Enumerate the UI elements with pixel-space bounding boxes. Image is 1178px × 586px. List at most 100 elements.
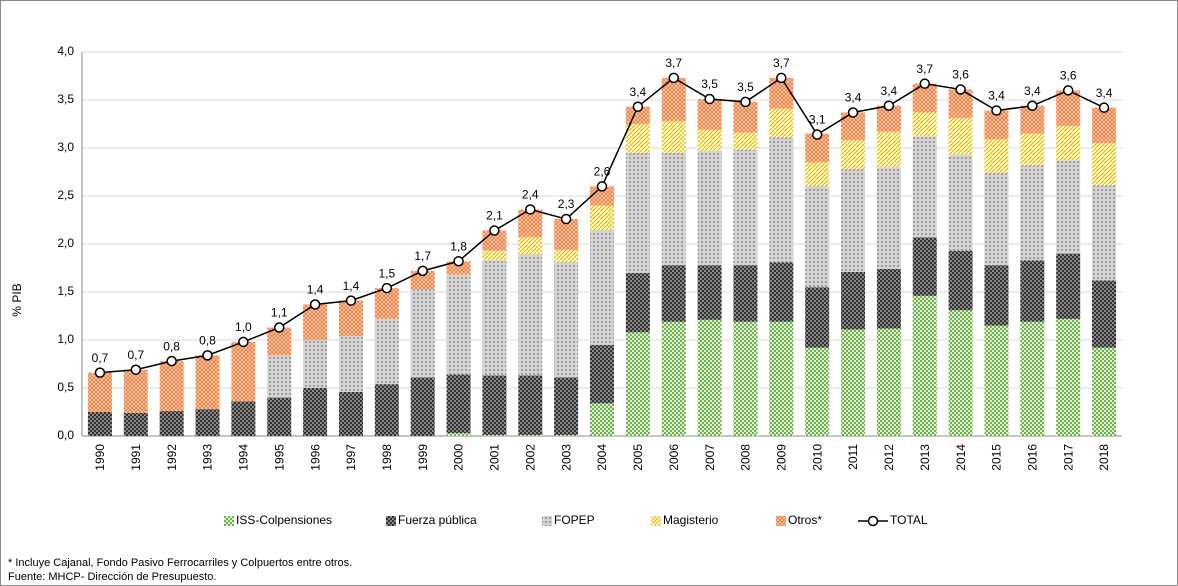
data-label: 3,4 (988, 89, 1005, 103)
data-label: 1,4 (307, 283, 324, 297)
x-tick-label: 1997 (344, 444, 358, 471)
y-tick-label: 2,0 (57, 236, 74, 250)
bar-segment (805, 186, 830, 288)
data-label: 3,4 (845, 91, 862, 105)
y-tick-label: 1,0 (57, 332, 74, 346)
total-point (1098, 102, 1110, 113)
legend-label: ISS-Colpensiones (236, 513, 332, 527)
bar-segment (446, 433, 471, 436)
x-tick-label: 1992 (165, 444, 179, 471)
bar-segment (554, 262, 579, 378)
bar-segment (410, 270, 435, 290)
x-tick-label: 2010 (810, 444, 824, 471)
bar-segment (876, 328, 901, 436)
bar-segment (410, 377, 435, 436)
x-tick-label: 1999 (416, 444, 430, 471)
total-point (166, 355, 177, 367)
x-tick-label: 2018 (1097, 444, 1111, 471)
bar-segment (697, 319, 722, 436)
legend-label: Fuerza pública (398, 513, 477, 527)
x-tick-label: 2012 (882, 444, 896, 471)
data-label: 2,4 (522, 188, 539, 202)
bar-segment (661, 265, 686, 322)
bar-segment (625, 124, 650, 153)
x-tick-label: 2004 (595, 444, 609, 471)
data-label: 2,6 (594, 165, 611, 179)
total-point (130, 364, 142, 376)
legend-swatch (224, 516, 234, 526)
total-point (776, 72, 787, 84)
bar-segment (769, 137, 794, 263)
bar-segment (1056, 125, 1081, 161)
bar-segment (661, 152, 686, 266)
bar-segment (661, 121, 686, 153)
bar-segment (1092, 280, 1117, 348)
bar-segment (912, 237, 937, 296)
x-tick-label: 1995 (272, 444, 286, 471)
bar-segment (518, 237, 543, 255)
total-point (309, 299, 321, 310)
y-tick-label: 0,5 (57, 380, 74, 394)
bar-segment (231, 401, 256, 436)
x-tick-label: 1996 (308, 444, 322, 471)
x-tick-label: 2013 (918, 444, 932, 471)
bar-segment (338, 336, 363, 392)
total-point (345, 295, 357, 306)
bar-segment (805, 287, 830, 348)
data-label: 3,5 (737, 80, 754, 94)
bar-segment (590, 344, 614, 404)
total-point (525, 204, 536, 215)
total-point (202, 350, 213, 361)
x-tick-label: 2011 (846, 444, 860, 470)
bar-segment (303, 388, 328, 436)
legend-label: FOPEP (554, 513, 595, 527)
x-tick-label: 2006 (667, 444, 681, 471)
legend-swatch (386, 516, 396, 526)
legend-swatch (651, 516, 661, 526)
data-label: 2,1 (486, 209, 503, 223)
bar-segment (590, 403, 614, 436)
x-tick-label: 2009 (774, 444, 788, 471)
bar-segment (518, 375, 543, 436)
data-label: 1,0 (235, 320, 252, 334)
bar-segment (123, 412, 148, 436)
data-label: 2,3 (558, 197, 575, 211)
total-point (704, 93, 715, 105)
bar-segment (554, 377, 579, 436)
bar-segment (805, 347, 830, 436)
bar-segment (1020, 165, 1045, 261)
bar-segment (195, 355, 220, 410)
bar-segment (518, 254, 543, 376)
data-label: 3,4 (1024, 84, 1041, 98)
bar-segment (554, 249, 579, 263)
bar-segment (1056, 160, 1081, 254)
bar-segment (625, 272, 650, 333)
total-point (847, 107, 859, 118)
bar-segment (733, 132, 758, 150)
data-label: 0,8 (163, 339, 180, 353)
data-label: 1,7 (414, 249, 431, 263)
bar-segment (984, 139, 1009, 173)
data-label: 0,8 (199, 334, 216, 348)
data-label: 1,4 (343, 279, 360, 293)
x-tick-label: 2003 (559, 444, 573, 471)
total-point (1027, 100, 1038, 112)
total-point (596, 181, 608, 192)
total-point (273, 322, 285, 333)
bar-segment (518, 435, 543, 436)
bar-segment (267, 355, 292, 398)
total-point (811, 129, 823, 140)
y-tick-label: 3,5 (57, 92, 74, 106)
bar-segment (697, 129, 722, 151)
bar-segment (697, 265, 722, 320)
data-label: 3,4 (630, 85, 647, 99)
bar-segment (948, 118, 973, 155)
bar-segment (482, 435, 507, 436)
y-tick-label: 2,5 (57, 188, 74, 202)
bar-segment (1056, 253, 1081, 319)
x-tick-label: 2014 (954, 444, 968, 471)
x-tick-label: 2007 (703, 444, 717, 471)
bar-segment (984, 265, 1009, 326)
total-point (560, 213, 572, 225)
legend-label: TOTAL (890, 513, 928, 527)
